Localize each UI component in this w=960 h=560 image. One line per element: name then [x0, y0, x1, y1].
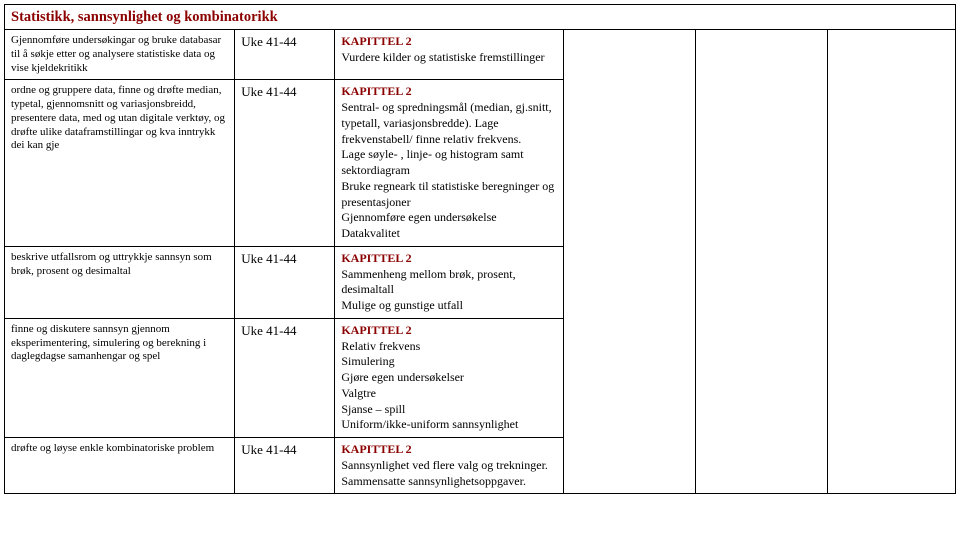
chapter-body: Vurdere kilder og statistiske fremstilli… [341, 50, 544, 64]
week-cell: Uke 41-44 [235, 80, 335, 247]
week-cell: Uke 41-44 [235, 438, 335, 494]
topic-cell: KAPITTEL 2 Sentral- og spredningsmål (med… [335, 80, 563, 247]
chapter-title: KAPITTEL 2 [341, 84, 411, 98]
chapter-title: KAPITTEL 2 [341, 323, 411, 337]
empty-col-3 [827, 30, 955, 494]
curriculum-table: Statistikk, sannsynlighet og kombinatori… [4, 4, 956, 494]
competence-goal-cell: finne og diskutere sannsyn gjennom ekspe… [5, 318, 235, 437]
competence-goal-cell: drøfte og løyse enkle kombinatoriske pro… [5, 438, 235, 494]
topic-cell: KAPITTEL 2 Sammenheng mellom brøk, prosen… [335, 246, 563, 318]
chapter-title: KAPITTEL 2 [341, 442, 411, 456]
competence-goal: beskrive utfallsrom og uttrykkje sannsyn… [11, 251, 212, 277]
empty-col-1 [563, 30, 695, 494]
week-cell: Uke 41-44 [235, 246, 335, 318]
empty-col-2 [695, 30, 827, 494]
competence-goal-cell: ordne og gruppere data, finne og drøfte … [5, 80, 235, 247]
competence-goal: ordne og gruppere data, finne og drøfte … [11, 84, 225, 151]
topic-cell: KAPITTEL 2 Vurdere kilder og statistiske … [335, 30, 563, 80]
week-range: Uke 41-44 [241, 34, 296, 49]
chapter-body: Sammenheng mellom brøk, prosent, desimal… [341, 267, 515, 313]
competence-goal: drøfte og løyse enkle kombinatoriske pro… [11, 442, 214, 454]
chapter-body: Sentral- og spredningsmål (median, gj.sn… [341, 100, 554, 240]
topic-cell: KAPITTEL 2 Relativ frekvensSimuleringGjør… [335, 318, 563, 437]
chapter-body: Relativ frekvensSimuleringGjøre egen und… [341, 339, 518, 432]
table-row: Gjennomføre undersøkingar og bruke datab… [5, 30, 956, 80]
header-row: Statistikk, sannsynlighet og kombinatori… [5, 5, 956, 30]
chapter-body: Sannsynlighet ved flere valg og trekning… [341, 458, 548, 488]
topic-cell: KAPITTEL 2 Sannsynlighet ved flere valg o… [335, 438, 563, 494]
week-range: Uke 41-44 [241, 84, 296, 99]
week-cell: Uke 41-44 [235, 30, 335, 80]
competence-goal: finne og diskutere sannsyn gjennom ekspe… [11, 323, 206, 363]
chapter-title: KAPITTEL 2 [341, 251, 411, 265]
section-title: Statistikk, sannsynlighet og kombinatori… [5, 5, 956, 30]
competence-goal-cell: Gjennomføre undersøkingar og bruke datab… [5, 30, 235, 80]
week-range: Uke 41-44 [241, 323, 296, 338]
week-range: Uke 41-44 [241, 251, 296, 266]
table-body: Statistikk, sannsynlighet og kombinatori… [5, 5, 956, 494]
competence-goal: Gjennomføre undersøkingar og bruke datab… [11, 34, 221, 74]
week-cell: Uke 41-44 [235, 318, 335, 437]
chapter-title: KAPITTEL 2 [341, 34, 411, 48]
competence-goal-cell: beskrive utfallsrom og uttrykkje sannsyn… [5, 246, 235, 318]
week-range: Uke 41-44 [241, 442, 296, 457]
